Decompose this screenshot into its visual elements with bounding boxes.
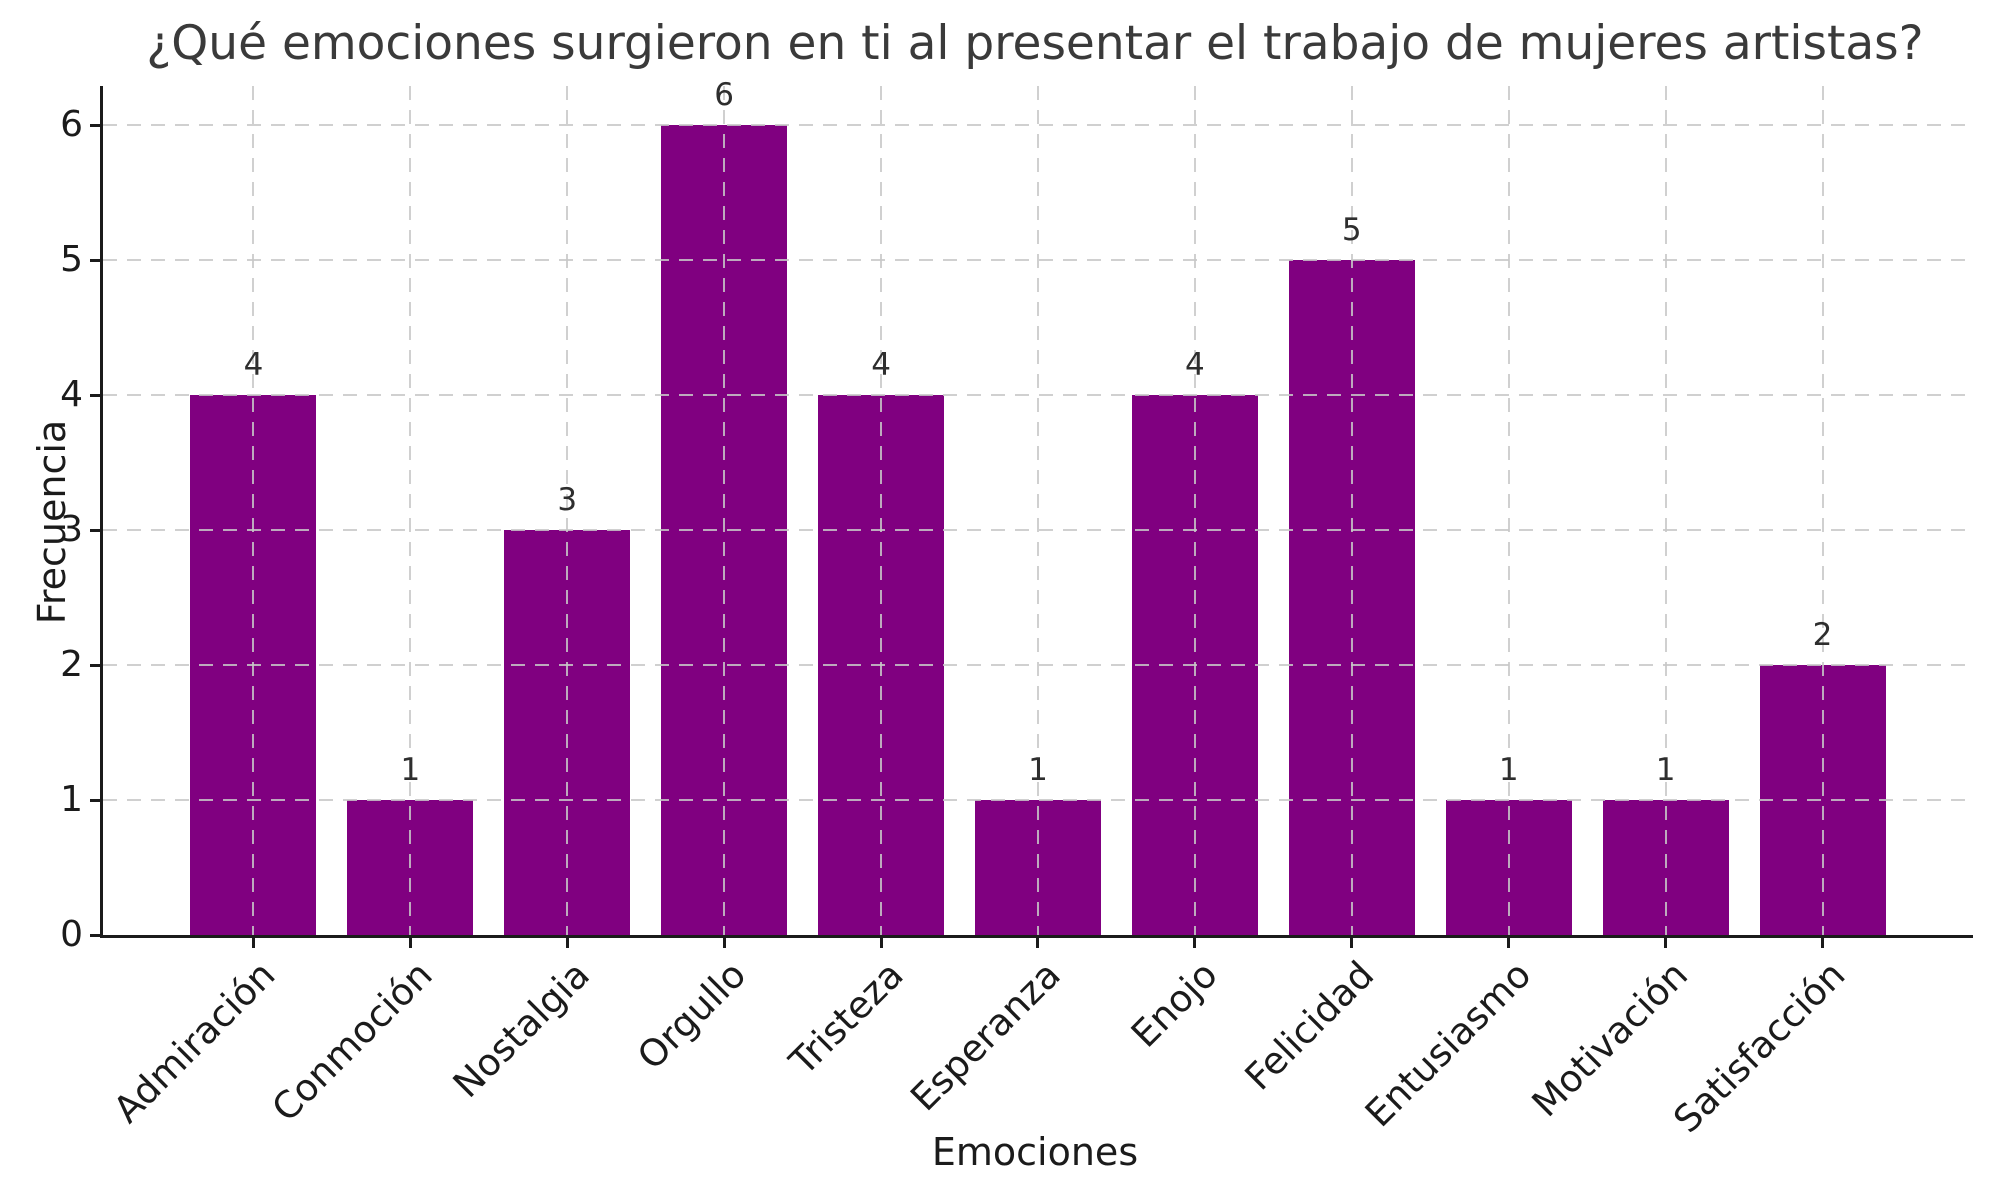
bar-value-label: 1 — [1655, 752, 1676, 788]
bar — [1759, 665, 1886, 935]
x-tick-mark — [408, 938, 412, 948]
plot-area: 4 Admiración 1 Conmoción 3 Nostalgia 6 Orgullo 4… — [60, 77, 1973, 1141]
x-tick-label: Entusiasmo — [1356, 953, 1540, 1136]
bar — [1288, 260, 1415, 935]
x-axis-label: Emociones — [931, 1130, 1139, 1174]
bar-value-label: 1 — [1028, 752, 1048, 788]
bar-slot: 1 Conmoción — [264, 86, 489, 1130]
bar-slot: 6 Orgullo — [630, 77, 803, 1078]
bar-slot: 4 Admiración — [106, 86, 332, 1131]
bar-value-label: 1 — [400, 752, 421, 788]
x-tick-label: Enojo — [1122, 953, 1226, 1056]
x-tick-mark — [879, 938, 883, 948]
x-tick-mark — [1350, 938, 1354, 948]
x-tick-mark — [722, 938, 726, 948]
bar-slot: 1 Esperanza — [902, 86, 1117, 1119]
chart-title: ¿Qué emociones surgieron en ti al presen… — [146, 16, 1924, 71]
x-tick-label: Admiración — [105, 953, 284, 1132]
bar-value-label: 4 — [871, 347, 891, 383]
y-tick-mark — [90, 529, 100, 532]
y-tick-label: 3 — [60, 509, 83, 550]
bar-value-label: 1 — [1498, 752, 1519, 788]
x-tick-label: Felicidad — [1236, 953, 1383, 1099]
y-tick-label: 4 — [60, 374, 83, 415]
bar — [1445, 800, 1572, 935]
bar-value-label: 2 — [1812, 617, 1833, 653]
bar-slot: 2 Satisfacción — [1665, 86, 1901, 1141]
x-tick-label: Orgullo — [629, 953, 755, 1079]
x-tick-label: Nostalgia — [444, 953, 598, 1107]
y-tick-mark — [90, 394, 100, 397]
bar-value-label: 3 — [557, 482, 578, 518]
bar-slot: 4 Enojo — [1116, 86, 1273, 1056]
bar — [661, 125, 788, 935]
y-tick-label: 5 — [60, 239, 83, 280]
x-tick-label: Esperanza — [901, 953, 1069, 1120]
x-tick-label: Conmoción — [263, 953, 441, 1130]
y-tick-label: 6 — [60, 104, 83, 145]
bar — [504, 530, 631, 935]
y-tick-label: 1 — [60, 779, 83, 820]
x-tick-mark — [1036, 938, 1040, 948]
y-tick-mark — [90, 124, 100, 127]
bar — [974, 800, 1101, 935]
bar-value-label: 4 — [1185, 347, 1205, 383]
y-tick-mark — [90, 934, 100, 937]
y-tick-mark — [90, 664, 100, 667]
x-tick-mark — [1821, 938, 1825, 948]
bar-slot: 5 Felicidad — [1237, 86, 1430, 1099]
x-tick-mark — [251, 938, 255, 948]
bar — [1602, 800, 1729, 935]
bar-slot: 1 Entusiasmo — [1357, 86, 1587, 1135]
bar — [818, 395, 945, 935]
bar-slot: 4 Tristeza — [781, 86, 960, 1083]
y-tick-mark — [90, 259, 100, 262]
x-tick-label: Tristeza — [781, 953, 912, 1084]
x-tick-label: Motivación — [1523, 953, 1697, 1126]
y-tick-label: 2 — [60, 644, 83, 685]
y-tick-mark — [90, 799, 100, 802]
x-tick-mark — [565, 938, 569, 948]
bar-slot: 1 Motivación — [1524, 86, 1744, 1125]
bar-value-label: 6 — [714, 77, 735, 113]
bar-value-label: 4 — [243, 347, 264, 383]
x-tick-mark — [1193, 938, 1197, 948]
bar-slot: 3 Nostalgia — [445, 86, 646, 1106]
x-tick-mark — [1507, 938, 1511, 948]
bar — [190, 395, 317, 935]
bar-slots: 4 Admiración 1 Conmoción 3 Nostalgia 6 Orgullo 4… — [103, 77, 1973, 1141]
bar-value-label: 5 — [1341, 212, 1362, 248]
bar — [1131, 395, 1258, 935]
y-tick-label: 0 — [60, 914, 83, 955]
x-tick-mark — [1664, 938, 1668, 948]
bar — [347, 800, 474, 935]
